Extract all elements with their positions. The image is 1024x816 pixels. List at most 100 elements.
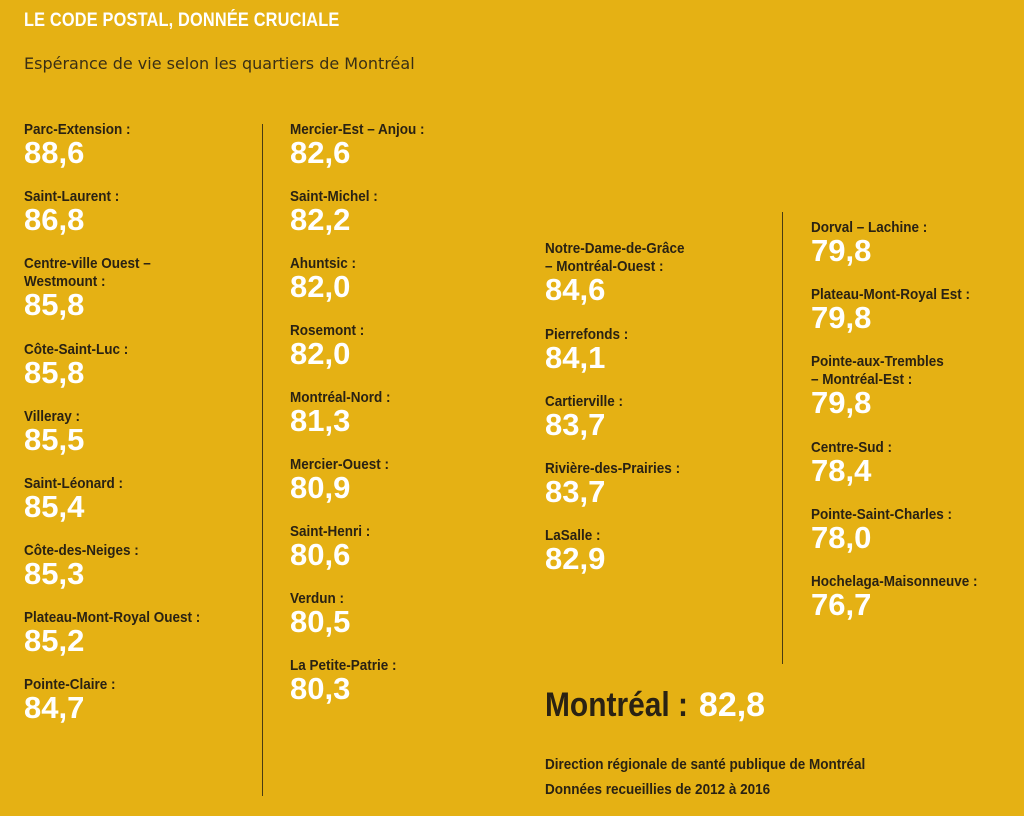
- district-name: Rosemont :: [290, 322, 365, 339]
- life-expectancy-value: 85,5: [24, 422, 85, 457]
- district-name: Dorval – Lachine :: [811, 219, 928, 236]
- page-title: LE CODE POSTAL, DONNÉE CRUCIALE: [24, 10, 340, 31]
- life-expectancy-value: 83,7: [545, 474, 606, 509]
- montreal-average-value: 82,8: [698, 686, 766, 724]
- life-expectancy-value: 83,7: [545, 407, 606, 442]
- district-name: Rivière-des-Prairies :: [545, 460, 681, 477]
- district-name: Pointe-Saint-Charles :: [811, 506, 953, 523]
- district-name: Hochelaga-Maisonneuve :: [811, 573, 978, 590]
- life-expectancy-value: 85,2: [24, 623, 85, 658]
- district-entry: Mercier-Est – Anjou :82,6: [290, 121, 439, 168]
- life-expectancy-value: 82,2: [290, 202, 351, 237]
- district-name: Plateau-Mont-Royal Ouest :: [24, 609, 201, 626]
- district-entry: Pointe-Saint-Charles :78,0: [811, 506, 996, 553]
- district-entry: Saint-Michel :82,2: [290, 188, 439, 235]
- district-name: La Petite-Patrie :: [290, 657, 397, 674]
- life-expectancy-value: 85,3: [24, 556, 85, 591]
- district-name: Verdun :: [290, 590, 345, 607]
- district-entry: Centre-Sud :78,4: [811, 439, 996, 486]
- district-name: Parc-Extension :: [24, 121, 131, 138]
- column-divider-1: [262, 124, 263, 796]
- life-expectancy-value: 84,6: [545, 272, 606, 307]
- life-expectancy-value: 80,9: [290, 470, 351, 505]
- life-expectancy-value: 82,6: [290, 135, 351, 170]
- district-name: Mercier-Ouest :: [290, 456, 390, 473]
- district-entry: Centre-ville Ouest – Westmount :85,8: [24, 255, 220, 320]
- page-subtitle: Espérance de vie selon les quartiers de …: [24, 54, 415, 73]
- source-note: Direction régionale de santé publique de…: [545, 752, 865, 802]
- district-entry: Montréal-Nord :81,3: [290, 389, 439, 436]
- district-entry: LaSalle :82,9: [545, 527, 700, 574]
- life-expectancy-value: 82,9: [545, 541, 606, 576]
- district-entry: Villeray :85,5: [24, 408, 220, 455]
- life-expectancy-value: 86,8: [24, 202, 85, 237]
- district-entry: Cartierville :83,7: [545, 393, 700, 440]
- life-expectancy-value: 79,8: [811, 385, 872, 420]
- district-name: Pointe-aux-Trembles – Montréal-Est :: [811, 353, 944, 388]
- district-name: Côte-Saint-Luc :: [24, 341, 129, 358]
- column-4: Dorval – Lachine :79,8 Plateau-Mont-Royal…: [811, 219, 996, 640]
- life-expectancy-value: 78,4: [811, 453, 872, 488]
- life-expectancy-value: 82,0: [290, 269, 351, 304]
- district-name: Montréal-Nord :: [290, 389, 391, 406]
- district-name: Plateau-Mont-Royal Est :: [811, 286, 971, 303]
- district-entry: Mercier-Ouest :80,9: [290, 456, 439, 503]
- district-name: Centre-ville Ouest – Westmount :: [24, 255, 151, 290]
- district-entry: Rivière-des-Prairies :83,7: [545, 460, 700, 507]
- life-expectancy-value: 79,8: [811, 233, 872, 268]
- life-expectancy-value: 79,8: [811, 300, 872, 335]
- district-entry: Dorval – Lachine :79,8: [811, 219, 996, 266]
- life-expectancy-value: 80,5: [290, 604, 351, 639]
- district-name: Villeray :: [24, 408, 81, 425]
- district-name: Cartierville :: [545, 393, 624, 410]
- district-entry: Pointe-aux-Trembles – Montréal-Est :79,8: [811, 353, 996, 418]
- district-entry: Rosemont :82,0: [290, 322, 439, 369]
- life-expectancy-value: 81,3: [290, 403, 351, 438]
- district-entry: Notre-Dame-de-Grâce – Montréal-Ouest :84…: [545, 240, 700, 305]
- column-divider-2: [782, 212, 783, 664]
- district-entry: Plateau-Mont-Royal Ouest :85,2: [24, 609, 220, 656]
- district-name: Saint-Henri :: [290, 523, 371, 540]
- district-name: Pointe-Claire :: [24, 676, 116, 693]
- district-name: Notre-Dame-de-Grâce – Montréal-Ouest :: [545, 240, 685, 275]
- district-name: LaSalle :: [545, 527, 601, 544]
- district-name: Ahuntsic :: [290, 255, 357, 272]
- life-expectancy-value: 80,6: [290, 537, 351, 572]
- life-expectancy-value: 78,0: [811, 520, 872, 555]
- district-entry: La Petite-Patrie :80,3: [290, 657, 439, 704]
- district-name: Mercier-Est – Anjou :: [290, 121, 425, 138]
- life-expectancy-value: 85,8: [24, 355, 85, 390]
- life-expectancy-value: 82,0: [290, 336, 351, 371]
- column-2: Mercier-Est – Anjou :82,6 Saint-Michel :8…: [290, 121, 439, 724]
- district-entry: Pierrefonds :84,1: [545, 326, 700, 373]
- district-name: Saint-Laurent :: [24, 188, 120, 205]
- district-name: Centre-Sud :: [811, 439, 892, 456]
- district-entry: Plateau-Mont-Royal Est :79,8: [811, 286, 996, 333]
- district-name: Saint-Léonard :: [24, 475, 124, 492]
- district-entry: Côte-Saint-Luc :85,8: [24, 341, 220, 388]
- district-entry: Saint-Laurent :86,8: [24, 188, 220, 235]
- life-expectancy-value: 84,1: [545, 340, 606, 375]
- district-name: Saint-Michel :: [290, 188, 378, 205]
- district-name: Pierrefonds :: [545, 326, 629, 343]
- montreal-average: Montréal : 82,8: [545, 686, 765, 725]
- district-entry: Saint-Henri :80,6: [290, 523, 439, 570]
- district-entry: Verdun :80,5: [290, 590, 439, 637]
- life-expectancy-value: 84,7: [24, 690, 85, 725]
- source-line-1: Direction régionale de santé publique de…: [545, 756, 866, 773]
- column-1: Parc-Extension :88,6 Saint-Laurent :86,8 C…: [24, 121, 220, 743]
- life-expectancy-value: 85,4: [24, 489, 85, 524]
- district-entry: Hochelaga-Maisonneuve :76,7: [811, 573, 996, 620]
- life-expectancy-value: 88,6: [24, 135, 85, 170]
- life-expectancy-value: 76,7: [811, 587, 872, 622]
- column-3: Notre-Dame-de-Grâce – Montréal-Ouest :84…: [545, 240, 700, 594]
- district-entry: Pointe-Claire :84,7: [24, 676, 220, 723]
- district-entry: Saint-Léonard :85,4: [24, 475, 220, 522]
- life-expectancy-value: 80,3: [290, 671, 351, 706]
- district-entry: Côte-des-Neiges :85,3: [24, 542, 220, 589]
- district-entry: Ahuntsic :82,0: [290, 255, 439, 302]
- montreal-average-label: Montréal :: [545, 686, 688, 724]
- source-line-2: Données recueillies de 2012 à 2016: [545, 781, 771, 798]
- district-entry: Parc-Extension :88,6: [24, 121, 220, 168]
- district-name: Côte-des-Neiges :: [24, 542, 139, 559]
